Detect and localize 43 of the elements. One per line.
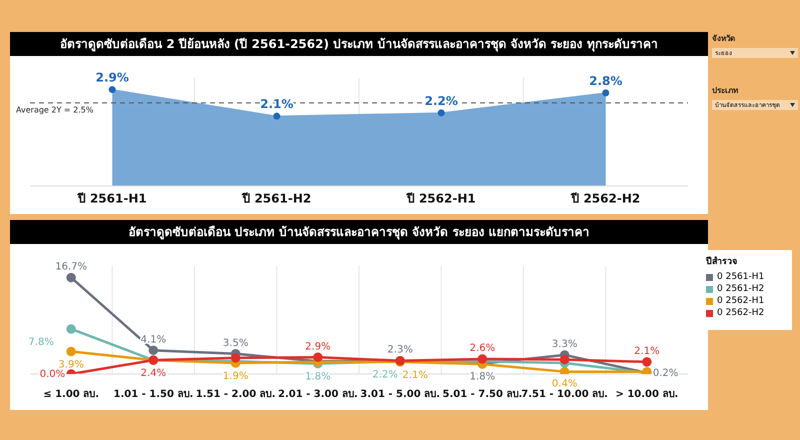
data-label: 0.0% [40,369,66,380]
data-label: 2.6% [470,342,496,354]
data-label: 7.8% [28,336,54,348]
data-label: 3.9% [58,359,84,370]
x-tick-label: 5.01 - 7.50 ลบ. [442,389,522,400]
x-tick-label: 7.51 - 10.00 ลบ. [521,389,608,400]
data-label: 1.8% [470,372,496,383]
text: จังหวัด [712,33,736,45]
legend-label: 0 2561-H1 [717,271,764,283]
x-tick-label: ปี 2562-H1 [406,192,476,206]
data-label: 2.9% [96,70,129,85]
text: ประเภท [712,85,739,97]
data-label: 2.3% [387,344,413,356]
data-label: 2.1% [634,346,660,357]
x-tick-label: 3.01 - 5.00 ลบ. [360,389,440,400]
x-tick-label: ปี 2562-H2 [570,192,640,206]
data-label: 3.3% [552,338,578,350]
x-tick-label: 1.51 - 2.00 ลบ. [196,389,276,400]
data-label: 2.1% [402,370,428,381]
chart-title: อัตราดูดซับต่อเดือน 2 ปีย้อนหลัง (ปี 2561-2562) ประเภท บ้านจัดสรรและอาคารชุด จังหวัด ระยอง ทุกระดับราคา [10,32,708,56]
data-label: 2.1% [260,97,294,112]
legend-label: 0 2562-H1 [717,295,764,307]
data-label: 1.9% [222,371,248,382]
legend-label: 0 2562-H2 [717,307,764,319]
x-tick-label: 2.01 - 3.00 ลบ. [278,389,358,400]
chart-title: อัตราดูดซับต่อเดือน ประเภท บ้านจัดสรรและอาคารชุด จังหวัด ระยอง แยกตามระดับราคา [10,220,708,244]
x-tick-label: ≤ 1.00 ลบ. [43,389,100,400]
data-label: 2.8% [589,74,622,88]
data-label: 3.5% [222,338,248,349]
ref-line-label: Average 2Y = 2.5% [16,106,94,115]
data-label: 2.4% [140,368,166,380]
data-label: 2.2% [372,369,398,380]
x-tick-label: ปี 2561-H1 [76,192,147,206]
x-tick-label: 1.01 - 1.50 ลบ. [114,389,194,400]
data-label: 1.8% [305,372,331,383]
data-label: 16.7% [55,262,88,273]
legend-title: ปีสำรวจ [706,255,738,268]
data-label: 0.2% [652,368,678,379]
legend-label: 0 2561-H2 [717,283,764,295]
x-tick-label: > 10.00 ลบ. [615,389,678,400]
x-tick-label: ปี 2561-H2 [241,192,312,206]
data-label: 0.4% [552,378,578,390]
data-label: 2.9% [305,341,331,352]
